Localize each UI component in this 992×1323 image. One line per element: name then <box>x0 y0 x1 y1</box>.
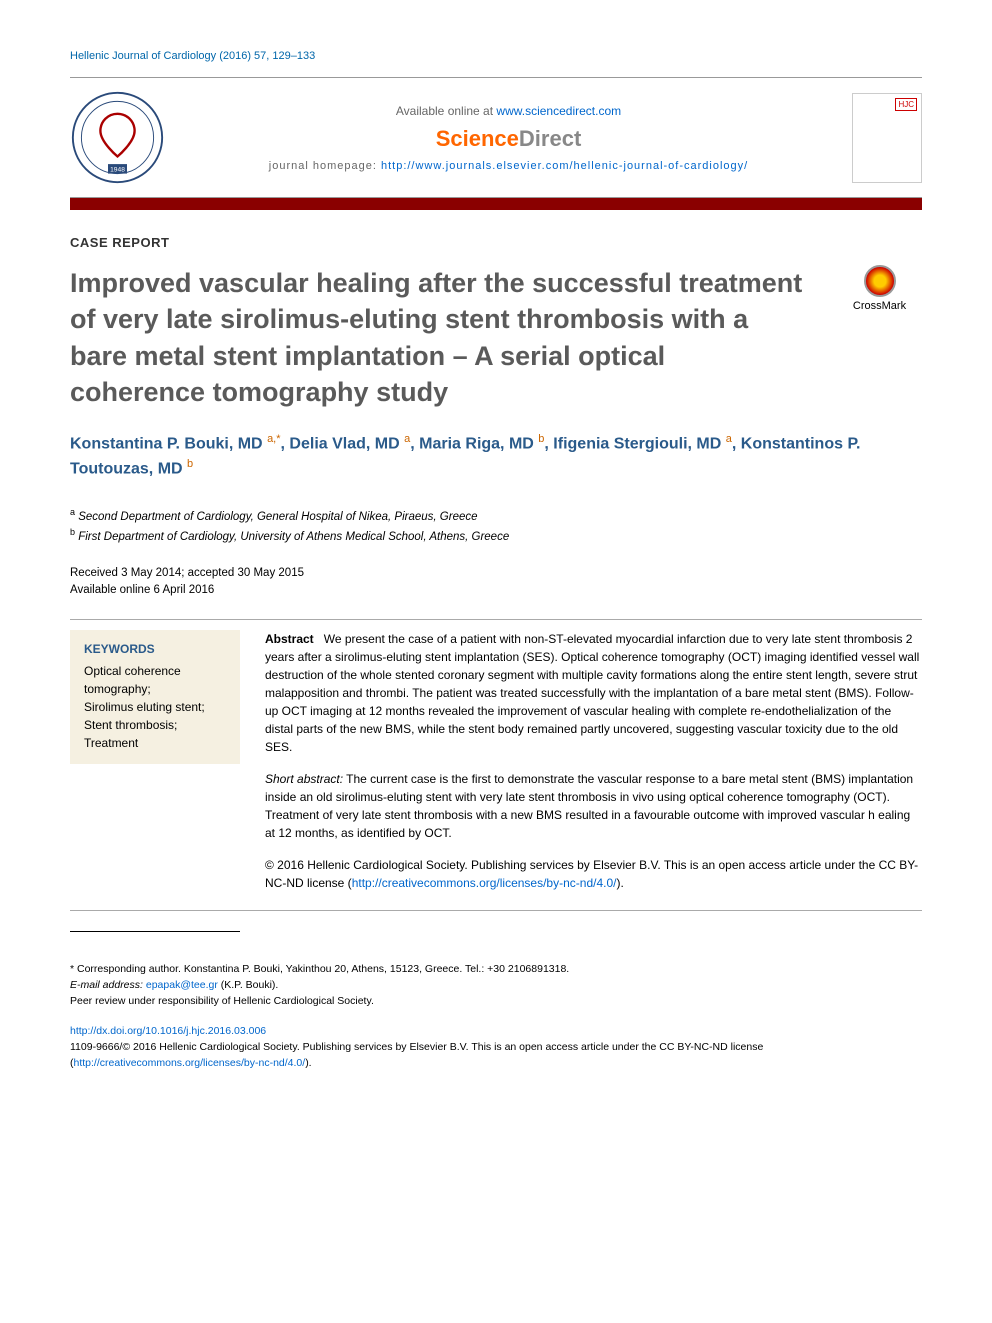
author-affil-sup: b <box>187 458 193 470</box>
page-root: Hellenic Journal of Cardiology (2016) 57… <box>0 0 992 1112</box>
affiliations: a Second Department of Cardiology, Gener… <box>70 506 922 546</box>
svg-text:1948: 1948 <box>110 167 125 174</box>
journal-cover-badge: HJC <box>895 98 917 111</box>
author: Konstantina P. Bouki, MD <box>70 435 263 452</box>
sciencedirect-link[interactable]: www.sciencedirect.com <box>496 104 621 118</box>
cc-license-link[interactable]: http://creativecommons.org/licenses/by-n… <box>74 1057 306 1069</box>
copyright-tail: ). <box>616 876 623 890</box>
email-label: E-mail address: <box>70 979 143 991</box>
crossmark-widget[interactable]: CrossMark <box>837 265 922 312</box>
short-abstract-label: Short abstract: <box>265 772 343 786</box>
journal-homepage-link[interactable]: http://www.journals.elsevier.com/helleni… <box>381 160 748 172</box>
divider <box>70 619 922 620</box>
email-link[interactable]: epapak@tee.gr <box>146 979 218 991</box>
abstract-section: KEYWORDS Optical coherence tomography; S… <box>70 630 922 906</box>
doi-link[interactable]: http://dx.doi.org/10.1016/j.hjc.2016.03.… <box>70 1025 266 1037</box>
available-online-text: Available online at www.sciencedirect.co… <box>185 104 832 118</box>
divider-bar <box>70 198 922 210</box>
journal-reference: Hellenic Journal of Cardiology (2016) 57… <box>70 50 922 62</box>
divider <box>70 910 922 911</box>
affil-sup: a <box>70 507 75 517</box>
issn-tail: ). <box>305 1057 311 1069</box>
society-logo: 1948 <box>70 90 165 185</box>
author: Delia Vlad, MD <box>289 435 399 452</box>
abstract-label: Abstract <box>265 632 314 646</box>
corresponding-author: * Corresponding author. Konstantina P. B… <box>70 962 922 978</box>
article-title: Improved vascular healing after the succ… <box>70 265 837 411</box>
abstract-body: Abstract We present the case of a patien… <box>265 630 922 906</box>
crossmark-label: CrossMark <box>853 300 906 312</box>
title-row: Improved vascular healing after the succ… <box>70 265 922 411</box>
journal-cover-thumb: HJC <box>852 93 922 183</box>
author-affil-sup: a <box>726 433 732 445</box>
header-box: 1948 Available online at www.sciencedire… <box>70 77 922 198</box>
keywords-list: Optical coherence tomography; Sirolimus … <box>84 662 226 752</box>
abstract-main-text: We present the case of a patient with no… <box>265 632 919 754</box>
crossmark-icon <box>864 265 896 297</box>
article-type: CASE REPORT <box>70 235 922 250</box>
author-affil-sup: a,* <box>267 433 280 445</box>
peer-review-note: Peer review under responsibility of Hell… <box>70 994 922 1010</box>
affil-text: Second Department of Cardiology, General… <box>78 511 477 523</box>
author: Maria Riga, MD <box>419 435 534 452</box>
footer-notes: * Corresponding author. Konstantina P. B… <box>70 962 922 1009</box>
online-date: Available online 6 April 2016 <box>70 582 922 599</box>
footnote-divider <box>70 931 240 932</box>
affil-sup: b <box>70 527 75 537</box>
sciencedirect-logo: ScienceDirect <box>185 126 832 152</box>
author-affil-sup: a <box>404 433 410 445</box>
keywords-box: KEYWORDS Optical coherence tomography; S… <box>70 630 240 764</box>
author-affil-sup: b <box>538 433 544 445</box>
authors-list: Konstantina P. Bouki, MD a,*, Delia Vlad… <box>70 431 922 482</box>
doi-block: http://dx.doi.org/10.1016/j.hjc.2016.03.… <box>70 1024 922 1071</box>
author: Ifigenia Stergiouli, MD <box>553 435 721 452</box>
journal-homepage: journal homepage: http://www.journals.el… <box>185 160 832 172</box>
cc-license-link[interactable]: http://creativecommons.org/licenses/by-n… <box>352 876 617 890</box>
email-tail: (K.P. Bouki). <box>218 979 279 991</box>
affil-text: First Department of Cardiology, Universi… <box>78 531 509 543</box>
header-center: Available online at www.sciencedirect.co… <box>185 104 832 172</box>
keywords-heading: KEYWORDS <box>84 642 226 656</box>
received-date: Received 3 May 2014; accepted 30 May 201… <box>70 565 922 582</box>
article-dates: Received 3 May 2014; accepted 30 May 201… <box>70 565 922 600</box>
short-abstract-text: The current case is the first to demonst… <box>265 772 913 840</box>
